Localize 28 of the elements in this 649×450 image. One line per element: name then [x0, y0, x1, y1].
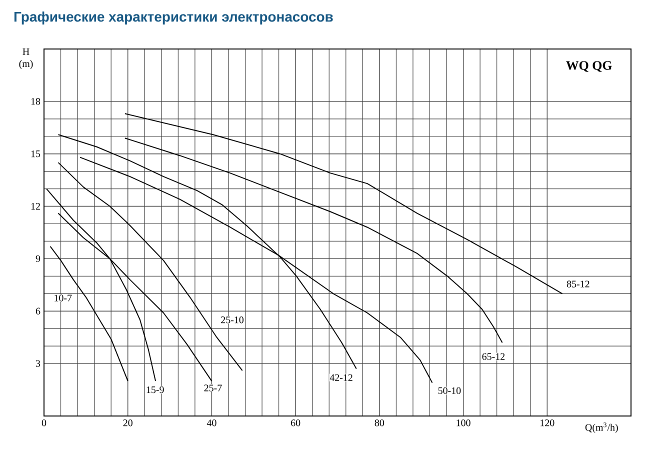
- series-label: 10-7: [54, 294, 72, 302]
- series-label: 25-7: [204, 384, 222, 392]
- series-label: 25-10: [221, 316, 244, 324]
- series-label: 85-12: [566, 280, 590, 288]
- x-tick-label: 120: [540, 420, 554, 426]
- line-series: [124, 138, 503, 344]
- y-tick-label: 3: [36, 360, 40, 367]
- series-label: 15-9: [146, 386, 164, 394]
- y-axis-title: H (m): [19, 48, 33, 70]
- y-tick-label: 18: [31, 98, 40, 105]
- x-tick-label: 80: [374, 420, 384, 426]
- annotation: WQ QG: [566, 61, 612, 72]
- y-tick-label: 12: [31, 202, 40, 210]
- chart-title: Графические характеристики электронасосов: [14, 11, 333, 24]
- y-tick-label: 15: [31, 150, 40, 158]
- x-tick-label: 100: [456, 420, 470, 426]
- x-tick-label: 40: [206, 420, 216, 426]
- series-label: 65-12: [482, 353, 505, 360]
- series-label: 50-10: [438, 387, 461, 394]
- x-tick-label: 0: [42, 420, 46, 426]
- y-tick-label: 9: [36, 255, 40, 262]
- series-label: 42-12: [330, 374, 352, 381]
- y-tick-label: 6: [36, 308, 40, 314]
- line-series: [124, 113, 563, 294]
- line-series: [50, 246, 128, 382]
- x-tick-label: 60: [291, 420, 300, 426]
- x-axis-title: Q(m$^{3}$/h): [585, 422, 618, 433]
- x-tick-label: 20: [123, 420, 132, 426]
